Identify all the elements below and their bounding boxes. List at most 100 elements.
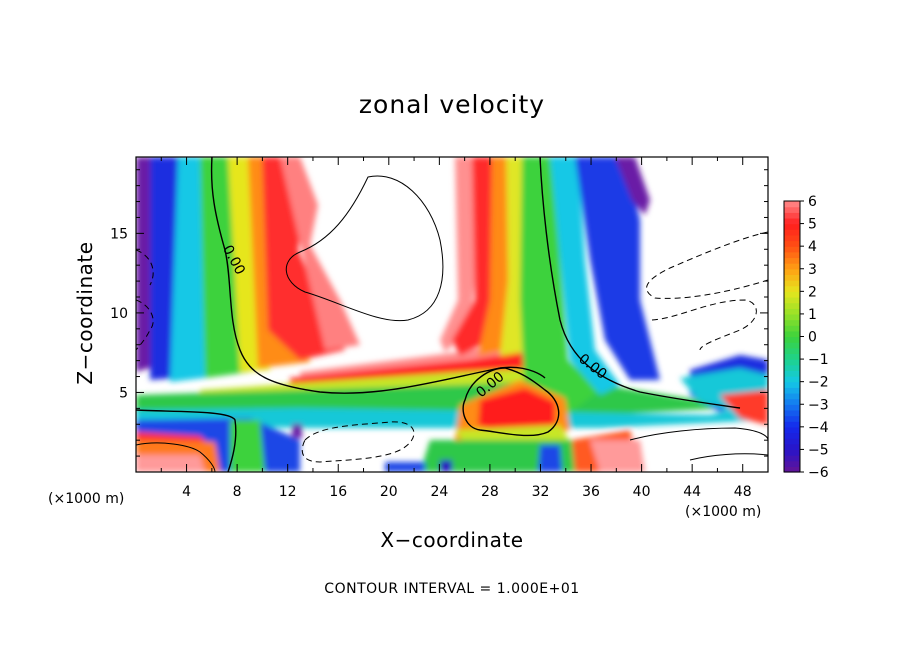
colorbar-swatch: [784, 443, 800, 451]
x-tick-label: 36: [582, 484, 600, 500]
y-tick-label: 10: [110, 306, 128, 322]
band-lowmid-purple: [440, 460, 452, 472]
contour-neg-low: [301, 421, 415, 463]
colorbar-swatch: [784, 319, 800, 326]
band-left-pink: [280, 157, 360, 350]
y-axis: 5 10 15: [110, 169, 768, 457]
colorbar-swatch: [784, 336, 800, 343]
band-right-red-tongue: [720, 390, 768, 425]
colorbar-tick-label: −3: [808, 397, 829, 413]
x-tick-label: 32: [532, 484, 550, 500]
y-tick-label: 15: [110, 226, 128, 242]
band-mid-green: [520, 157, 600, 420]
colorbar-swatch: [784, 387, 800, 394]
colorbar-tick-label: −2: [808, 375, 829, 391]
colorbar-tick-label: −6: [808, 465, 829, 481]
colorbar-swatch: [784, 455, 800, 462]
colorbar-swatch: [784, 415, 800, 422]
colorbar-swatch: [784, 359, 800, 366]
band-lowmid-green: [230, 420, 265, 472]
colorbar-swatch: [784, 201, 800, 208]
colorbar-swatch: [784, 257, 800, 264]
colorbar-swatch: [784, 217, 800, 225]
colorbar-swatch: [784, 285, 800, 292]
colorbar-swatch: [784, 347, 800, 355]
band-mid-cyan: [550, 157, 620, 395]
colorbar-swatch: [784, 251, 800, 259]
x-tick-label: 24: [430, 484, 448, 500]
colorbar-swatch: [784, 381, 800, 388]
contour-neg-right: [646, 231, 768, 299]
colorbar-swatch: [784, 229, 800, 236]
x-tick-label: 8: [233, 484, 242, 500]
x-tick-label: 20: [380, 484, 398, 500]
band-blob-red: [478, 388, 555, 432]
colorbar-swatch: [784, 308, 800, 315]
y-axis-label: Z−coordinate: [73, 241, 97, 384]
colorbar-swatch: [784, 223, 800, 230]
colorbar-tick-label: 0: [808, 330, 817, 346]
contour-pos-lowright2: [689, 453, 768, 461]
colorbar-swatch: [784, 330, 800, 338]
contour-interval-note: CONTOUR INTERVAL = 1.000E+01: [324, 581, 579, 597]
band-lowleft-pink: [136, 455, 205, 472]
colorbar-tick-label: −5: [808, 442, 829, 458]
band-mid-purple: [615, 157, 650, 215]
x-axis: 4 8 12 16 20 24 28 32 36 40 44 48: [160, 157, 752, 500]
x-tick-label: 16: [329, 484, 347, 500]
colorbar-swatch: [784, 212, 800, 219]
x-tick-label: 12: [279, 484, 297, 500]
colorbar-swatch: [784, 460, 800, 467]
colorbar-tick-label: −4: [808, 420, 829, 436]
colorbar-swatch: [784, 313, 800, 321]
band-layer-cyan: [136, 400, 768, 428]
colorbar-tick-label: 3: [808, 262, 817, 278]
band-lowmid-blue: [385, 462, 425, 472]
colorbar-tick-label: −1: [808, 352, 829, 368]
contour-zero-mid: [462, 367, 560, 437]
contours: [136, 157, 768, 472]
band-mid-red: [452, 157, 500, 356]
contour-pos-lowright: [629, 427, 768, 441]
colorbar-swatch: [784, 466, 800, 473]
colorbar-swatch: [784, 246, 800, 253]
contour-neg-left-upper: [136, 249, 154, 286]
band-smallpurple: [292, 424, 302, 438]
contour-neg-left-mid: [136, 299, 154, 351]
x-tick-label: 4: [182, 484, 191, 500]
colorbar-swatch: [784, 376, 800, 383]
plot-frame: [135, 156, 769, 473]
colorbar-tick-label: 5: [808, 217, 817, 233]
contour-pos-upper: [285, 175, 444, 322]
x-tick-label: 40: [633, 484, 651, 500]
colorbar-swatch: [784, 409, 800, 417]
colorbar-swatch: [784, 274, 800, 281]
colorbar-swatch: [784, 449, 800, 456]
colorbar-tick-label: 4: [808, 239, 817, 255]
colorbar-tick-label: 6: [808, 194, 817, 210]
colorbar: 6 5 4 3 2 1 0 −1 −2 −3 −4 −5 −6: [783, 194, 829, 481]
colorbar-swatch: [784, 342, 800, 349]
colorbar-swatch: [784, 370, 800, 377]
colorbar-swatch: [784, 206, 800, 213]
chart-title: zonal velocity: [359, 90, 545, 119]
velocity-field: [136, 157, 768, 472]
contour-zero-right: [539, 157, 741, 409]
colorbar-swatch: [784, 280, 800, 287]
colorbar-swatch: [784, 364, 800, 371]
colorbar-swatch: [784, 432, 800, 439]
band-mid-blue: [575, 157, 660, 380]
x-axis-label: X−coordinate: [380, 528, 523, 552]
x-unit-left: (×1000 m): [48, 491, 124, 507]
contour-zero-lower-left: [136, 409, 237, 472]
colorbar-tick-label: 2: [808, 284, 817, 300]
colorbar-swatch: [784, 421, 800, 428]
colorbar-swatch: [784, 263, 800, 270]
colorbar-swatch: [784, 240, 800, 247]
band-low-blue: [538, 445, 562, 472]
colorbar-swatch: [784, 438, 800, 445]
colorbar-swatch: [784, 392, 800, 400]
band-low-pink: [590, 440, 645, 472]
colorbar-swatch: [784, 426, 800, 434]
